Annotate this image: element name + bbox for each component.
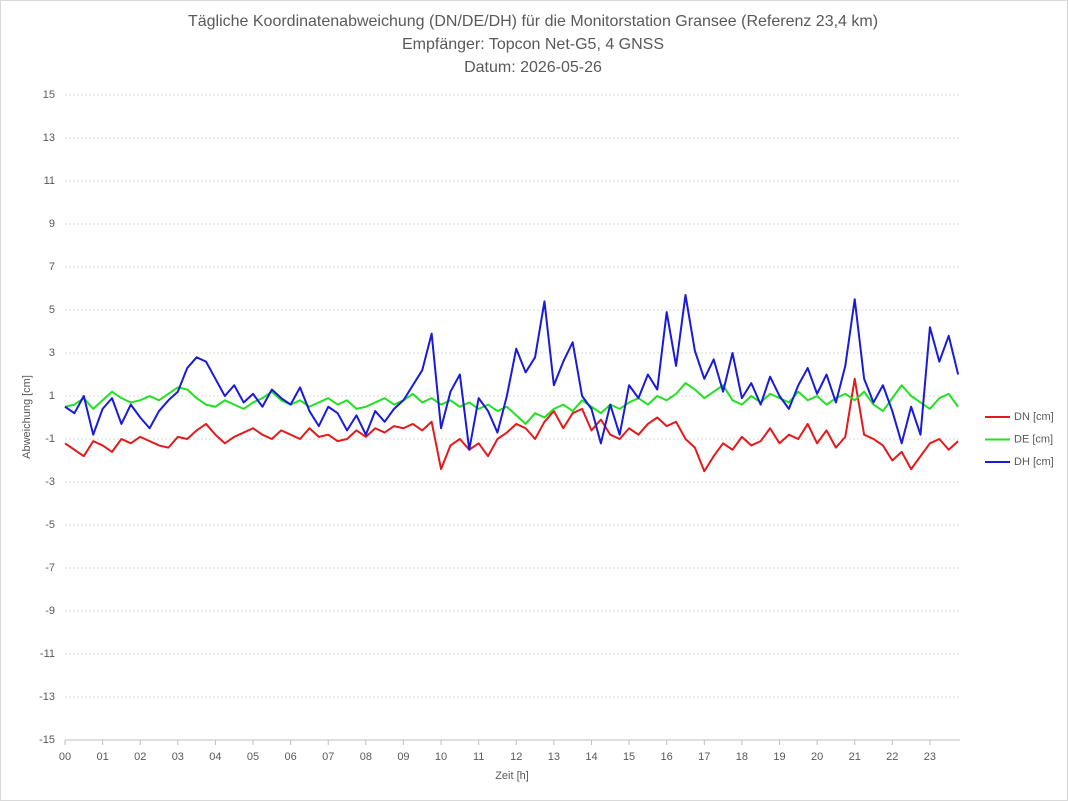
x-tick-label: 10 bbox=[435, 751, 447, 763]
legend-label: DE [cm] bbox=[1014, 433, 1053, 445]
y-tick-label: -9 bbox=[45, 605, 55, 617]
x-tick-label: 16 bbox=[661, 751, 673, 763]
x-tick-label: 23 bbox=[924, 751, 936, 763]
chart-title: Tägliche Koordinatenabweichung (DN/DE/DH… bbox=[188, 13, 878, 30]
y-tick-label: -13 bbox=[39, 691, 55, 703]
chart-date: Datum: 2026-05-26 bbox=[464, 59, 602, 76]
x-tick-label: 12 bbox=[510, 751, 522, 763]
y-tick-label: 11 bbox=[44, 175, 55, 187]
y-tick-label: 3 bbox=[49, 347, 55, 359]
x-tick-label: 20 bbox=[811, 751, 823, 763]
x-tick-label: 21 bbox=[849, 751, 861, 763]
x-tick-label: 13 bbox=[548, 751, 560, 763]
x-tick-label: 15 bbox=[623, 751, 635, 763]
y-tick-label: -1 bbox=[45, 433, 55, 445]
y-tick-label: 15 bbox=[43, 89, 55, 101]
y-axis-label: Abweichung [cm] bbox=[21, 375, 33, 459]
x-tick-label: 19 bbox=[773, 751, 785, 763]
x-tick-label: 04 bbox=[209, 751, 221, 763]
y-tick-label: 5 bbox=[49, 304, 55, 316]
y-tick-label: 9 bbox=[49, 218, 55, 230]
y-tick-label: -3 bbox=[45, 476, 55, 488]
x-tick-label: 08 bbox=[360, 751, 372, 763]
x-tick-label: 07 bbox=[322, 751, 334, 763]
x-tick-label: 14 bbox=[585, 751, 597, 763]
y-tick-label: -7 bbox=[45, 562, 55, 574]
legend-label: DH [cm] bbox=[1014, 456, 1054, 468]
x-tick-label: 09 bbox=[397, 751, 409, 763]
x-tick-label: 02 bbox=[134, 751, 146, 763]
y-tick-label: 7 bbox=[49, 261, 55, 273]
y-tick-label: -5 bbox=[45, 519, 55, 531]
y-tick-label: 13 bbox=[43, 132, 55, 144]
series-line bbox=[64, 293, 960, 451]
y-tick-label: -11 bbox=[40, 648, 55, 660]
chart-subtitle: Empfänger: Topcon Net-G5, 4 GNSS bbox=[402, 36, 664, 53]
legend-label: DN [cm] bbox=[1014, 411, 1054, 423]
x-tick-label: 01 bbox=[96, 751, 108, 763]
x-tick-label: 05 bbox=[247, 751, 259, 763]
series-line bbox=[64, 377, 959, 473]
x-tick-label: 03 bbox=[172, 751, 184, 763]
x-tick-label: 18 bbox=[736, 751, 748, 763]
series-line bbox=[64, 382, 959, 425]
y-tick-label: -15 bbox=[39, 734, 55, 746]
y-tick-label: 1 bbox=[49, 390, 55, 402]
x-axis-label: Zeit [h] bbox=[495, 770, 529, 782]
x-tick-label: 22 bbox=[886, 751, 898, 763]
x-tick-label: 17 bbox=[698, 751, 710, 763]
x-tick-label: 06 bbox=[285, 751, 297, 763]
x-tick-label: 11 bbox=[473, 751, 484, 763]
x-tick-label: 00 bbox=[59, 751, 71, 763]
